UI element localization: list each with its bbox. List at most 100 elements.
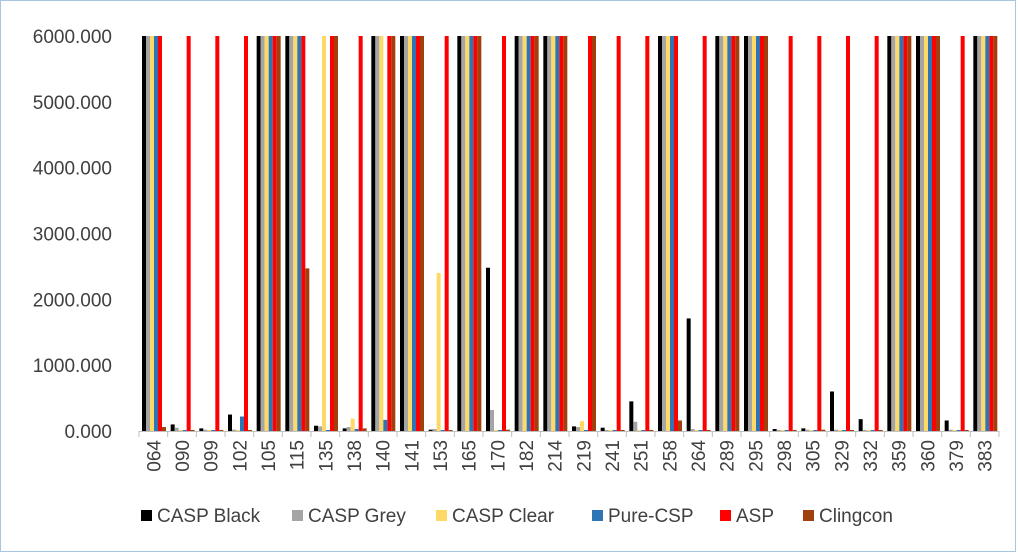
bar-group-251	[629, 36, 654, 432]
bar	[993, 36, 998, 431]
bar	[698, 430, 703, 431]
legend-label: CASP Clear	[452, 506, 555, 527]
x-tick-label: 102	[230, 440, 251, 472]
bar	[776, 430, 781, 431]
bar	[805, 429, 810, 431]
bar	[362, 428, 367, 431]
bar-group-295	[744, 36, 768, 431]
bar	[604, 430, 609, 431]
x-tick-label: 289	[718, 440, 739, 472]
y-tick-label: 6000.000	[33, 27, 112, 48]
legend-swatch	[720, 510, 731, 521]
bar	[735, 36, 740, 431]
bar	[207, 430, 212, 431]
bar	[150, 36, 154, 431]
bar	[465, 36, 470, 431]
x-tick-label: 099	[202, 440, 223, 472]
bar-group-170	[486, 36, 510, 431]
legend: CASP Black CASP Grey CASP Clear Pure-CSP ASP…	[141, 506, 893, 527]
bar-group-090	[170, 36, 195, 431]
legend-item: CASP Black	[141, 506, 261, 527]
legend-label: CASP Grey	[308, 506, 406, 527]
bar	[264, 36, 269, 431]
bar	[268, 36, 273, 431]
legend-item: ASP	[720, 506, 774, 527]
bar	[436, 273, 441, 431]
bar	[342, 428, 347, 431]
bar	[903, 36, 908, 431]
bar	[887, 36, 892, 431]
bar	[576, 427, 580, 431]
bar	[494, 430, 498, 431]
bar	[219, 430, 224, 431]
legend-item: CASP Clear	[436, 506, 555, 527]
x-tick-label: 090	[173, 440, 194, 472]
bar	[514, 36, 519, 431]
bar	[973, 36, 978, 431]
bar	[232, 429, 236, 431]
bar	[174, 427, 179, 431]
bar	[534, 36, 539, 431]
x-tick-label: 305	[804, 440, 825, 472]
legend-item: CASP Grey	[292, 506, 406, 527]
bar	[633, 421, 638, 431]
bar-group-219	[572, 36, 596, 432]
bar	[907, 36, 912, 431]
bar	[580, 421, 584, 432]
bar	[731, 36, 736, 431]
bar	[719, 36, 724, 431]
bar	[248, 430, 252, 431]
bar	[764, 36, 768, 431]
bar-group-305	[801, 36, 826, 431]
bar	[178, 430, 183, 431]
bar-group-135	[314, 36, 338, 431]
bar	[416, 36, 420, 431]
legend-label: Clingcon	[819, 506, 893, 527]
bar	[228, 414, 232, 431]
bar	[878, 430, 883, 431]
bar	[662, 36, 666, 431]
bar	[989, 36, 994, 431]
bar-group-258	[658, 36, 682, 431]
bar	[383, 419, 388, 431]
bar-group-332	[858, 36, 883, 431]
bar	[412, 36, 416, 431]
bar	[838, 430, 842, 431]
bar	[551, 36, 556, 431]
bar	[588, 36, 592, 431]
bar	[723, 36, 728, 431]
bar	[678, 420, 682, 431]
bar	[498, 430, 502, 431]
x-tick-label: 064	[144, 440, 165, 472]
legend-swatch	[803, 510, 814, 521]
bar	[584, 430, 588, 431]
x-axis: 064 090 099 102 105 115 135 138 140 141 153 165 170 1…	[138, 431, 1000, 472]
bar	[215, 36, 220, 431]
bar	[555, 36, 560, 431]
bar	[572, 426, 576, 431]
bar	[817, 36, 822, 431]
bar	[440, 430, 445, 431]
bar	[612, 430, 617, 431]
bar	[792, 430, 797, 431]
bar	[322, 36, 326, 431]
bar	[473, 36, 478, 431]
bar	[203, 429, 208, 431]
bar	[387, 36, 392, 431]
bar-group-140	[371, 36, 396, 431]
bar	[256, 36, 261, 431]
bar	[748, 36, 752, 431]
x-tick-label: 359	[890, 440, 911, 472]
x-tick-label: 295	[746, 440, 767, 472]
bar-group-298	[772, 36, 797, 431]
bar	[293, 36, 298, 431]
bar-group-102	[228, 36, 252, 431]
bar	[563, 36, 568, 431]
bar	[821, 429, 826, 431]
bar-group-099	[199, 36, 224, 431]
x-tick-label: 383	[976, 440, 997, 472]
bar	[936, 36, 940, 431]
bar	[784, 430, 789, 431]
x-tick-label: 165	[460, 440, 481, 472]
